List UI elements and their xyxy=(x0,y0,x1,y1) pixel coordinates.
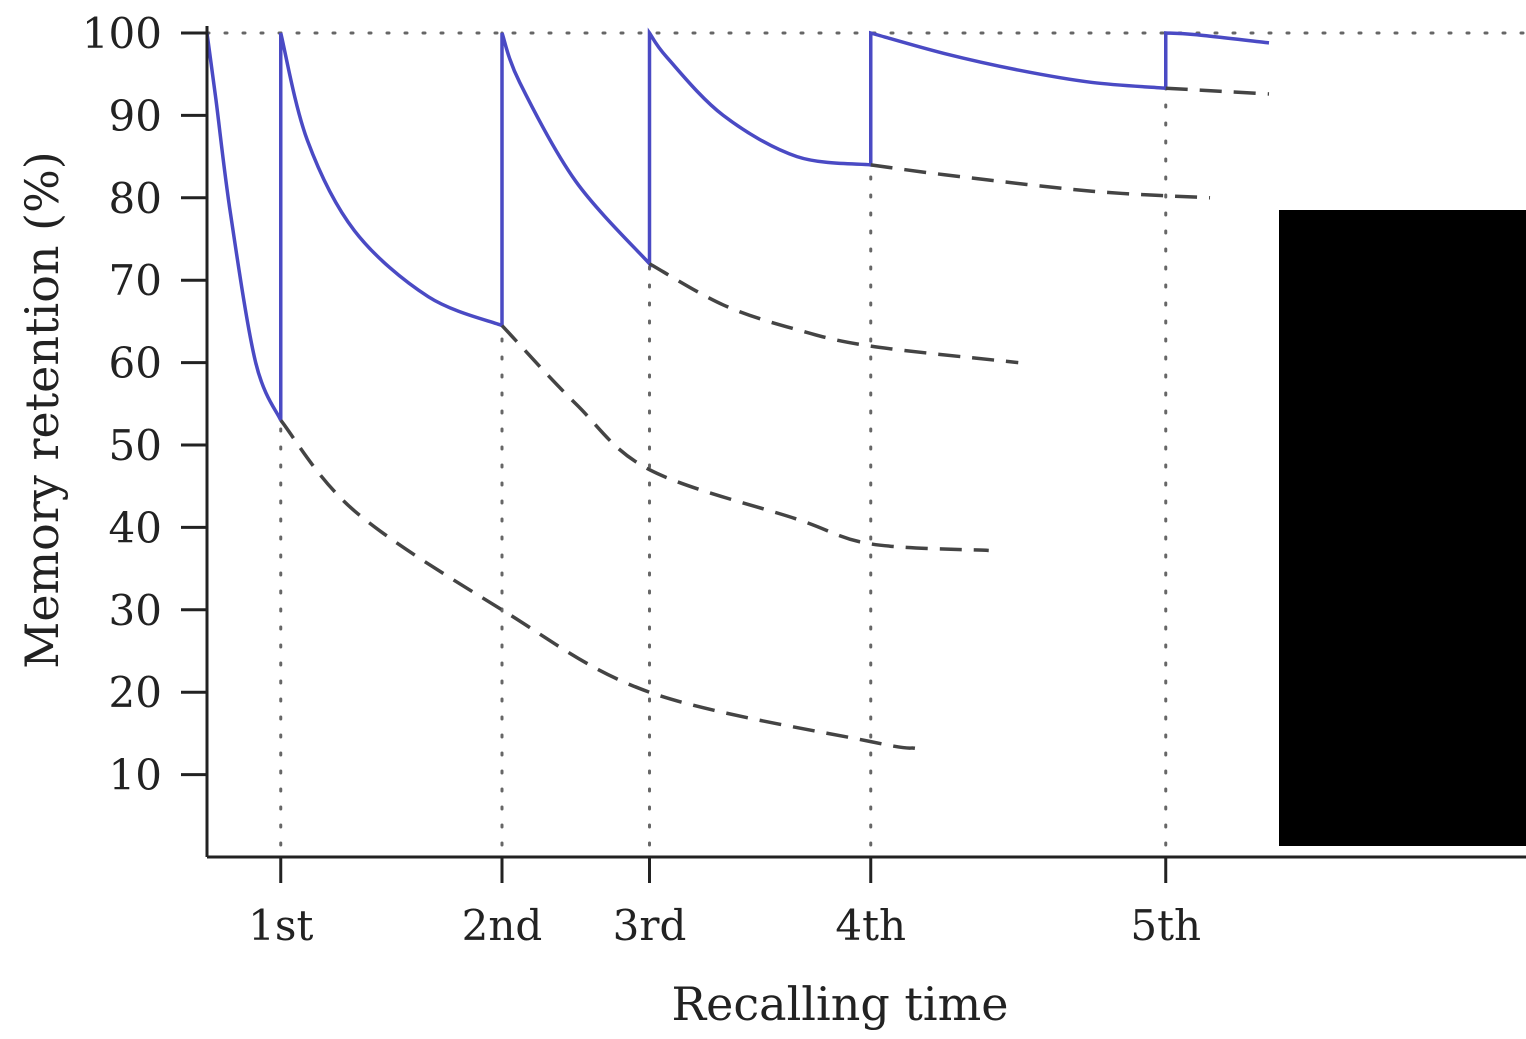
forgetting-curve-line-5 xyxy=(1165,86,1270,96)
y-tick-labels: 10 20 30 40 50 60 70 80 90 100 xyxy=(82,9,207,800)
x-tick-labels: 1st 2nd 3rd 4th 5th xyxy=(248,857,1201,950)
forgetting-curve-line-1 xyxy=(279,419,916,750)
y-tick-label: 60 xyxy=(109,339,162,388)
redaction-block xyxy=(1279,210,1526,846)
forgetting-curve-line-4 xyxy=(870,163,1211,200)
y-tick-label: 20 xyxy=(109,668,162,717)
x-axis-title: Recalling time xyxy=(672,977,1009,1031)
y-tick-label: 10 xyxy=(109,751,162,800)
x-tick-label-5th: 5th xyxy=(1130,901,1201,950)
y-tick-label: 30 xyxy=(109,586,162,635)
axes-layer xyxy=(205,26,1526,859)
x-tick-label-2nd: 2nd xyxy=(462,901,543,950)
series-layer xyxy=(205,27,1270,750)
y-tick-label: 50 xyxy=(109,421,162,470)
forgetting-curve-line-3 xyxy=(648,262,1019,365)
x-tick-label-3rd: 3rd xyxy=(613,901,687,950)
y-tick-label: 40 xyxy=(109,503,162,552)
x-tick-label-4th: 4th xyxy=(835,901,906,950)
grid-layer xyxy=(205,31,1526,859)
retention-curve-line xyxy=(205,27,1270,422)
forgetting-curve-line-2 xyxy=(500,324,989,553)
x-tick-label-1st: 1st xyxy=(248,901,313,950)
y-tick-label: 90 xyxy=(109,91,162,140)
y-tick-label: 80 xyxy=(109,174,162,223)
y-tick-label: 70 xyxy=(109,256,162,305)
y-tick-label: 100 xyxy=(82,9,162,58)
y-axis-title: Memory retention (%) xyxy=(15,151,69,669)
